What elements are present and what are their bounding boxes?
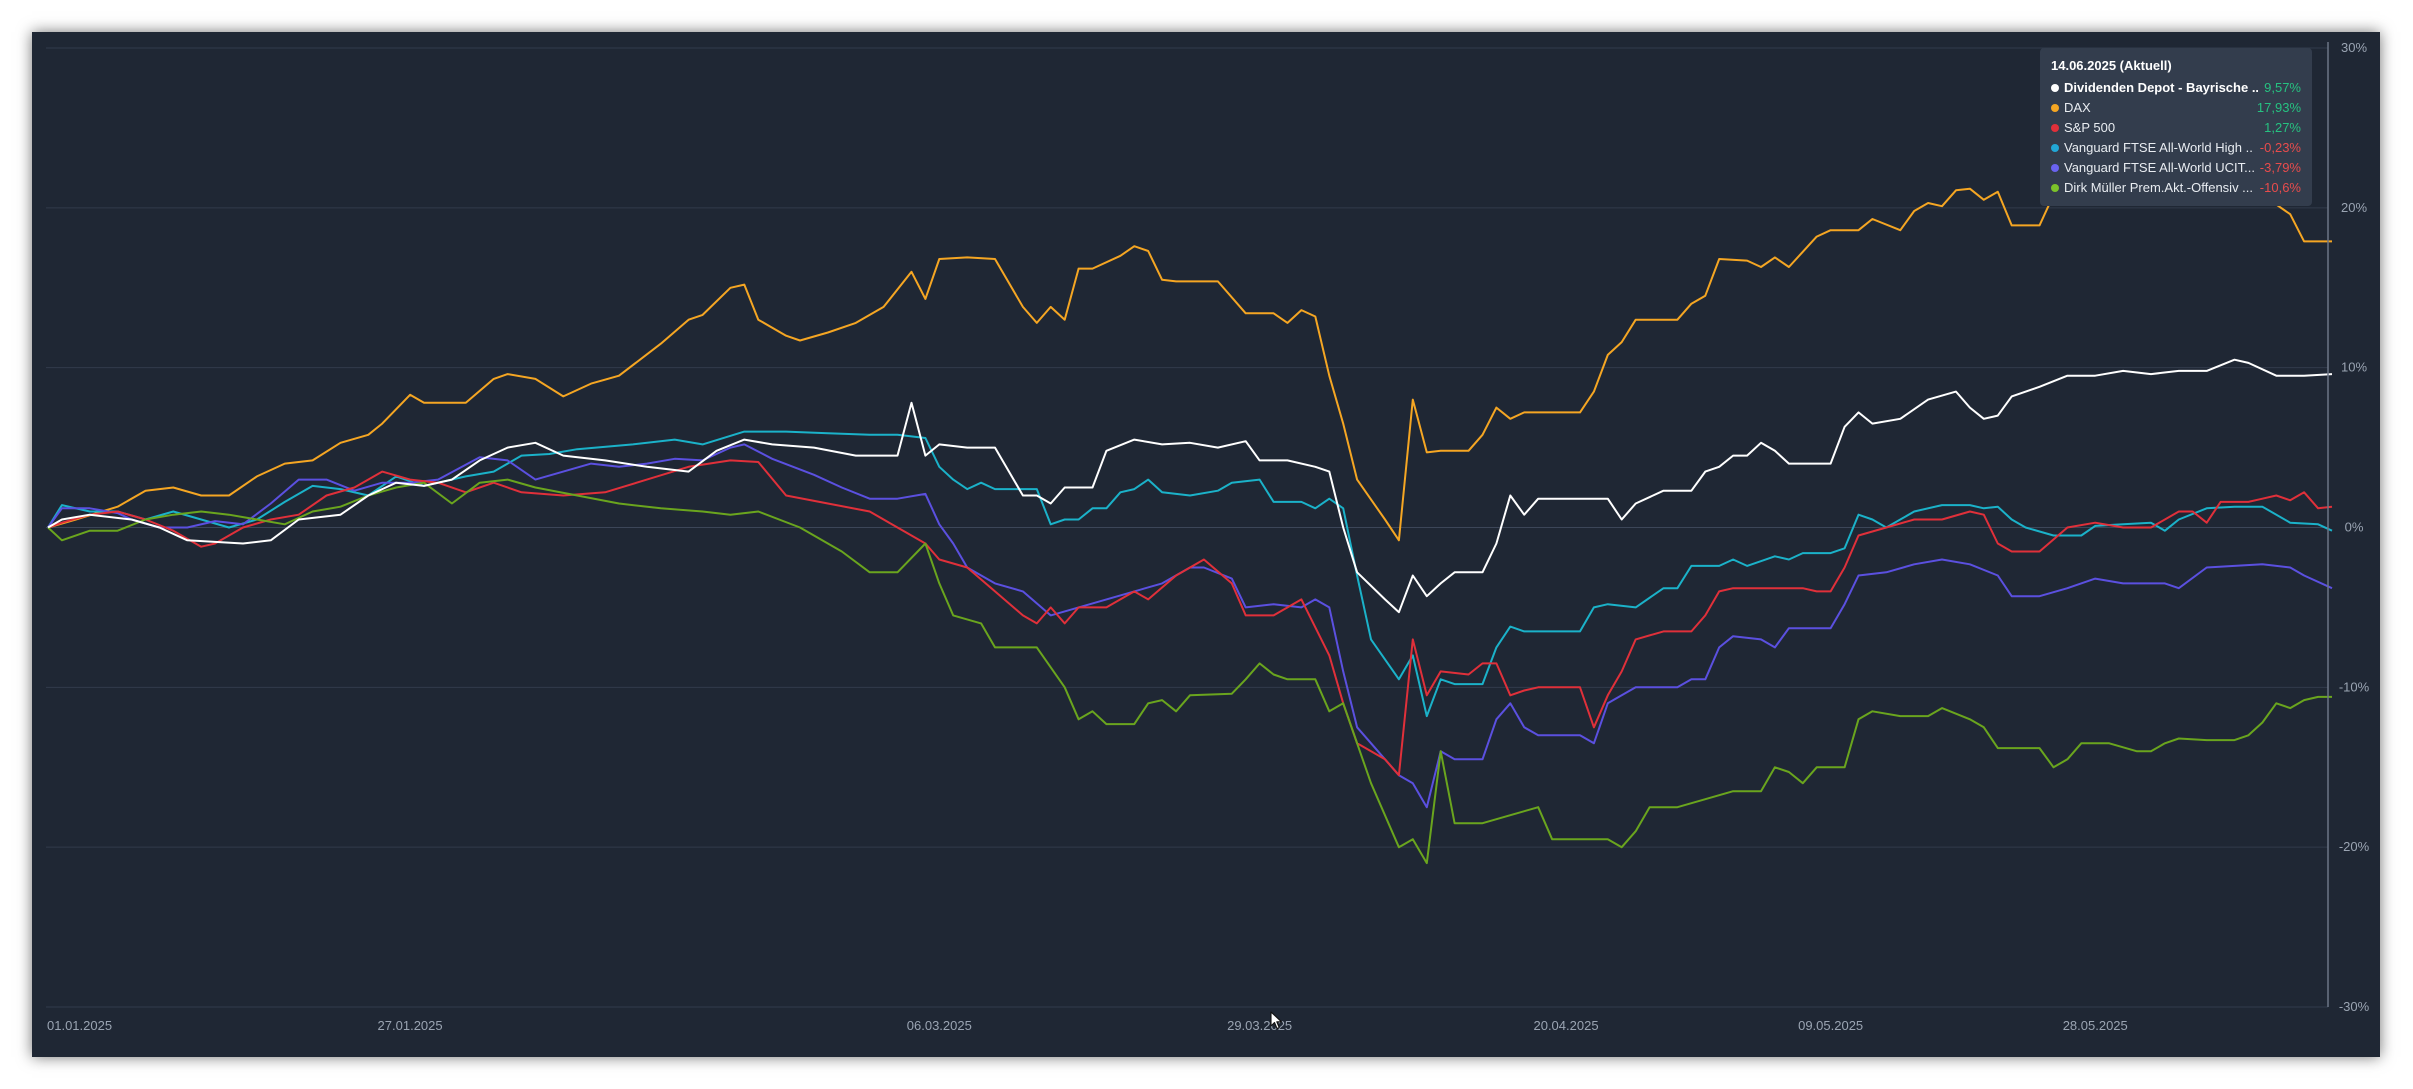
chart-panel: 30% 20% 10% 0% -10% -20% -30% 01.01.2025 27.01.…: [32, 32, 2380, 1057]
tooltip-series-name: Vanguard FTSE All-World High ...: [2064, 140, 2254, 155]
performance-line-chart[interactable]: 30% 20% 10% 0% -10% -20% -30% 01.01.2025 27.01.…: [32, 32, 2380, 1057]
tooltip-row: Vanguard FTSE All-World High ... -0,23%: [2051, 138, 2301, 158]
x-tick-label: 20.04.2025: [1533, 1018, 1598, 1033]
x-tick-label: 09.05.2025: [1798, 1018, 1863, 1033]
series-dot-icon: [2051, 164, 2059, 172]
y-tick-label: 30%: [2341, 40, 2367, 55]
series-dot-icon: [2051, 144, 2059, 152]
tooltip-series-name: Dividenden Depot - Bayrische ...: [2064, 80, 2259, 95]
y-tick-label: 0%: [2345, 520, 2364, 535]
x-tick-label: 06.03.2025: [907, 1018, 972, 1033]
y-tick-label: -30%: [2339, 999, 2370, 1014]
tooltip-series-value: -10,6%: [2259, 180, 2301, 195]
series-dot-icon: [2051, 84, 2059, 92]
series-line: [47, 478, 2332, 865]
x-tick-label: 01.01.2025: [47, 1018, 112, 1033]
tooltip-row: DAX 17,93%: [2051, 98, 2301, 118]
tooltip-series-name: S&P 500: [2064, 120, 2116, 135]
x-axis-tick-labels: 01.01.2025 27.01.2025 06.03.2025 29.03.2025…: [47, 1018, 2128, 1033]
series-dot-icon: [2051, 184, 2059, 192]
series-line: [47, 443, 2333, 809]
y-tick-label: 20%: [2341, 200, 2367, 215]
tooltip-date: 14.06.2025 (Aktuell): [2051, 58, 2172, 73]
y-axis-tick-labels: 30% 20% 10% 0% -10% -20% -30%: [2339, 40, 2370, 1014]
x-tick-label: 27.01.2025: [378, 1018, 443, 1033]
series-line: [47, 459, 2333, 777]
hover-tooltip: 14.06.2025 (Aktuell) Dividenden Depot - …: [2040, 48, 2312, 206]
y-tick-label: 10%: [2341, 360, 2367, 375]
mouse-pointer-icon: [1270, 1011, 1283, 1030]
series-line: [47, 358, 2333, 614]
tooltip-rows: Dividenden Depot - Bayrische ... 9,57% DAX…: [2051, 78, 2301, 198]
tooltip-series-name: Dirk Müller Prem.Akt.-Offensiv ...: [2064, 180, 2254, 195]
tooltip-series-value: -3,79%: [2259, 160, 2301, 175]
series-dot-icon: [2051, 104, 2059, 112]
tooltip-series-name: DAX: [2064, 100, 2091, 115]
tooltip-series-value: -0,23%: [2259, 140, 2301, 155]
tooltip-series-value: 1,27%: [2264, 120, 2301, 135]
tooltip-series-name: Vanguard FTSE All-World UCIT...: [2064, 160, 2254, 175]
tooltip-row: S&P 500 1,27%: [2051, 118, 2301, 138]
tooltip-row: Vanguard FTSE All-World UCIT... -3,79%: [2051, 158, 2301, 178]
y-tick-label: -10%: [2339, 679, 2370, 694]
y-tick-label: -20%: [2339, 839, 2370, 854]
x-tick-label: 28.05.2025: [2063, 1018, 2128, 1033]
tooltip-series-value: 17,93%: [2256, 100, 2301, 115]
series-dot-icon: [2051, 124, 2059, 132]
tooltip-row: Dividenden Depot - Bayrische ... 9,57%: [2051, 78, 2301, 98]
series-line: [47, 155, 2332, 542]
grid-lines: [46, 47, 2328, 1008]
tooltip-row: Dirk Müller Prem.Akt.-Offensiv ... -10,6%: [2051, 178, 2301, 198]
tooltip-series-value: 9,57%: [2264, 80, 2301, 95]
series-line: [47, 430, 2333, 718]
series-lines: [47, 155, 2333, 865]
